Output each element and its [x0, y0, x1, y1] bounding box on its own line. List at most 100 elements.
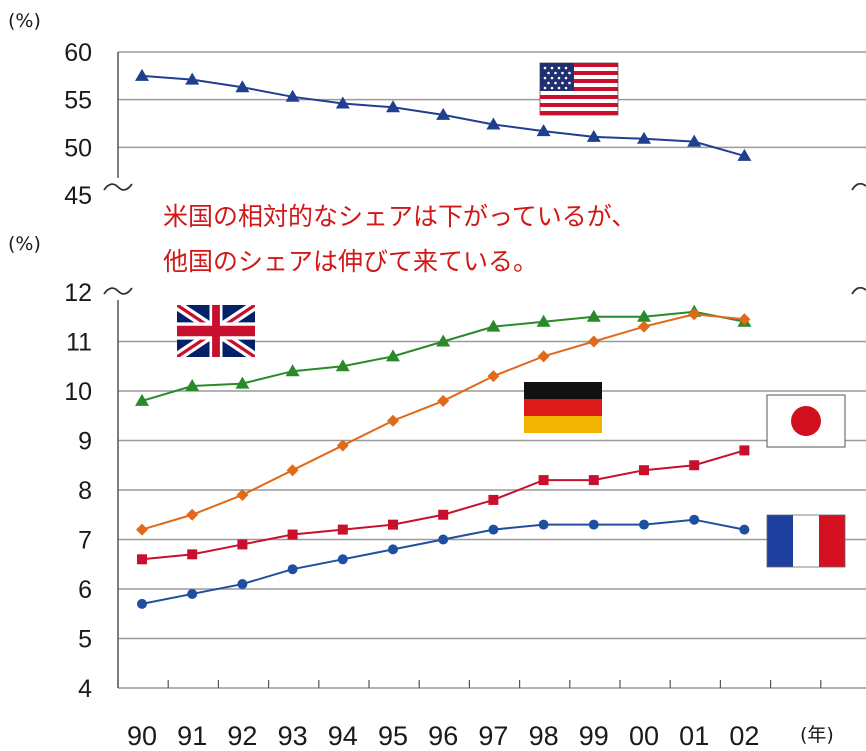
- data-point: [185, 72, 200, 85]
- data-point: [437, 394, 450, 407]
- data-point: [137, 598, 147, 609]
- annotation-line-2: 他国のシェアは伸びて来ている。: [163, 247, 538, 276]
- x-tick-label: 91: [177, 721, 207, 751]
- data-point: [137, 554, 147, 565]
- data-point: [286, 464, 299, 477]
- x-tick-label: 01: [679, 721, 709, 751]
- y-tick-label: 55: [64, 87, 92, 115]
- uk-flag: [177, 305, 255, 357]
- data-point: [185, 379, 200, 392]
- data-point: [335, 96, 350, 109]
- germany-series: [136, 308, 751, 536]
- data-point: [739, 524, 750, 535]
- axis-break-mark: [851, 182, 866, 191]
- data-point: [639, 465, 649, 476]
- y-tick-label: 50: [64, 134, 92, 162]
- japan-flag: [766, 394, 846, 448]
- y-tick-label: 11: [66, 329, 92, 357]
- x-tick-label: 90: [127, 721, 157, 751]
- data-point: [187, 549, 198, 560]
- y-tick-label: 5: [78, 626, 92, 654]
- data-point: [386, 349, 400, 362]
- germany-flag: [524, 382, 602, 433]
- data-point: [738, 313, 751, 326]
- data-point: [586, 309, 601, 322]
- data-point: [436, 334, 451, 347]
- y-tick-label: 10: [64, 378, 92, 406]
- annotation-line-1: 米国の相対的なシェアは下がっているが、: [163, 202, 636, 231]
- x-tick-label: 97: [478, 721, 508, 751]
- data-point: [488, 524, 499, 535]
- x-tick-label: 02: [729, 721, 759, 751]
- data-point: [536, 314, 551, 327]
- y-tick-label: 8: [78, 477, 92, 505]
- y-tick-label: 7: [78, 527, 92, 555]
- x-tick-label: 92: [227, 721, 257, 751]
- data-point: [486, 117, 501, 130]
- data-point: [588, 475, 599, 486]
- data-point: [285, 364, 300, 377]
- data-point: [237, 579, 248, 590]
- x-tick-label: 94: [328, 721, 358, 751]
- data-point: [235, 376, 250, 389]
- flag-legend: [177, 62, 846, 568]
- data-point: [737, 148, 752, 161]
- data-point: [287, 529, 298, 540]
- x-tick-label: 96: [428, 721, 458, 751]
- data-point: [538, 519, 549, 530]
- data-point: [136, 523, 148, 536]
- data-point: [186, 508, 199, 521]
- data-point: [336, 439, 349, 452]
- uk-series: [135, 304, 752, 406]
- y-tick-label: 4: [78, 675, 92, 703]
- data-point: [537, 350, 550, 363]
- axis-break-mark: [103, 183, 133, 191]
- data-point: [337, 524, 348, 535]
- japan-series: [137, 445, 750, 565]
- data-point: [488, 494, 499, 505]
- x-tick-label: 93: [278, 721, 308, 751]
- data-point: [187, 588, 198, 599]
- data-point: [588, 519, 599, 530]
- x-tick-label: 98: [529, 721, 559, 751]
- data-point: [335, 359, 350, 372]
- data-point: [285, 89, 300, 102]
- data-point: [487, 370, 500, 383]
- axis-break-mark: [103, 287, 133, 295]
- data-point: [689, 460, 700, 471]
- data-point: [387, 414, 399, 427]
- data-point: [638, 320, 650, 333]
- data-point: [739, 445, 750, 456]
- data-point: [637, 309, 651, 322]
- data-point: [587, 335, 600, 348]
- data-point: [536, 124, 551, 137]
- data-point: [689, 514, 700, 525]
- x-tick-label: 00: [629, 721, 659, 751]
- data-point: [388, 519, 398, 530]
- data-point: [337, 554, 348, 565]
- france-series: [137, 514, 750, 609]
- data-point: [135, 68, 149, 81]
- data-point: [287, 564, 298, 575]
- data-point: [135, 393, 149, 406]
- x-tick-label: 95: [378, 721, 408, 751]
- series-line: [141, 518, 745, 605]
- y-tick-label: 12: [64, 279, 92, 307]
- data-point: [438, 534, 449, 545]
- data-point: [236, 488, 249, 501]
- data-point: [486, 319, 501, 332]
- data-point: [687, 134, 702, 147]
- y-tick-label: 6: [78, 576, 92, 604]
- data-point: [688, 308, 701, 321]
- data-point: [386, 100, 400, 113]
- data-point: [235, 80, 250, 93]
- gridlines: [118, 51, 866, 689]
- x-unit: (年): [800, 724, 834, 746]
- y-tick-label: 9: [78, 428, 92, 456]
- us-series: [135, 68, 752, 161]
- data-point: [586, 129, 601, 142]
- series: [135, 68, 752, 609]
- france-flag: [766, 514, 846, 568]
